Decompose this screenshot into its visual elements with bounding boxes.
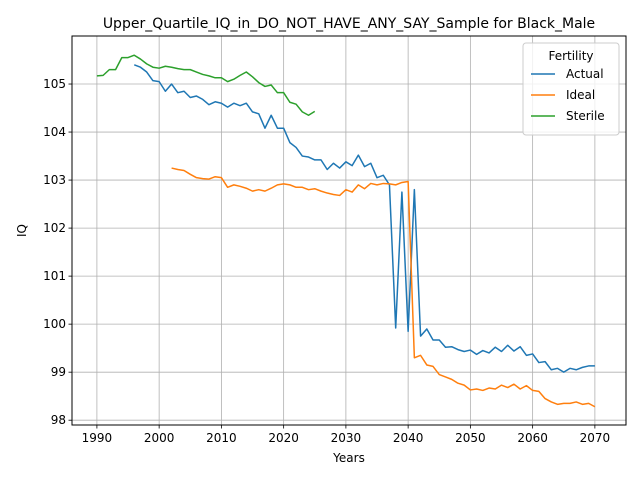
x-tick-label: 2040	[393, 431, 424, 445]
x-tick-label: 2060	[517, 431, 548, 445]
x-tick-label: 2020	[268, 431, 299, 445]
legend-title: Fertility	[548, 49, 593, 63]
legend-label-actual: Actual	[566, 67, 604, 81]
y-tick-label: 104	[43, 125, 66, 139]
y-tick-label: 105	[43, 77, 66, 91]
legend-label-sterile: Sterile	[566, 109, 605, 123]
series-lines	[96, 54, 596, 408]
y-tick-label: 102	[43, 221, 66, 235]
x-tick-label: 2050	[455, 431, 486, 445]
y-tick-label: 98	[51, 413, 66, 427]
x-tick-label: 2030	[331, 431, 362, 445]
y-tick-label: 100	[43, 317, 66, 331]
legend: Fertility Actual Ideal Sterile	[522, 42, 620, 136]
x-tick-label: 2010	[206, 431, 237, 445]
series-line-sterile	[96, 54, 316, 116]
y-tick-label: 103	[43, 173, 66, 187]
x-axis-label: Years	[332, 451, 365, 465]
y-tick-label: 101	[43, 269, 66, 283]
series-line-actual	[133, 64, 595, 373]
x-tick-label: 2000	[144, 431, 175, 445]
y-tick-label: 99	[51, 365, 66, 379]
chart-title: Upper_Quartile_IQ_in_DO_NOT_HAVE_ANY_SAY…	[103, 16, 595, 32]
plot-frame	[71, 35, 627, 426]
series-line-ideal	[171, 167, 596, 408]
legend-label-ideal: Ideal	[566, 88, 595, 102]
axis-ticks: 1990 2000 2010 2020 2030 2040 2050 2060 2070 98 99…	[43, 77, 610, 445]
x-tick-label: 2070	[580, 431, 611, 445]
y-axis-label: IQ	[15, 224, 29, 237]
legend-box	[522, 42, 620, 136]
x-tick-label: 1990	[82, 431, 113, 445]
